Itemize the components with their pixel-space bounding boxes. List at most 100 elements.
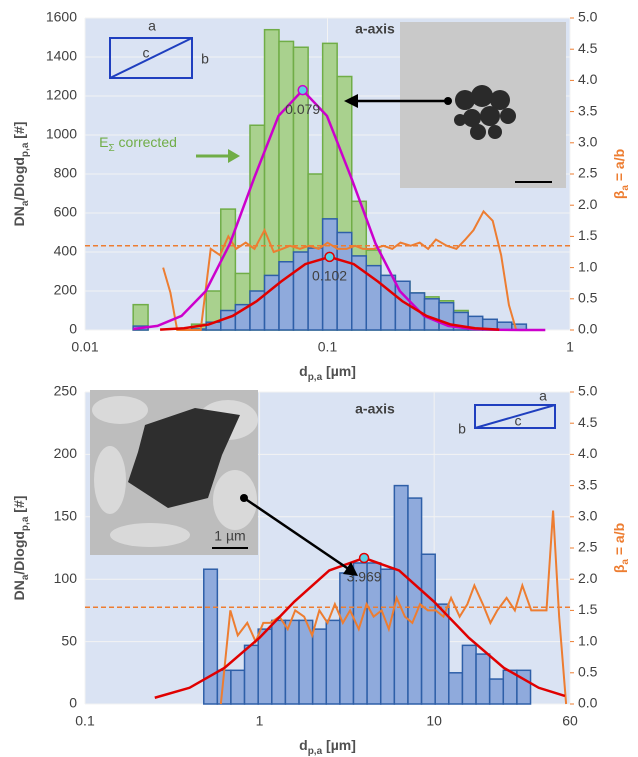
y-tick-label: 50 bbox=[61, 632, 77, 648]
y2-tick-label: 2.0 bbox=[578, 196, 598, 212]
bar bbox=[278, 261, 295, 331]
annotation: b bbox=[201, 51, 209, 67]
x-axis-title-part: p,a bbox=[308, 746, 323, 757]
x-tick-label: 1 bbox=[566, 339, 574, 355]
y2-tick-label: 0.0 bbox=[578, 321, 598, 337]
arrow-dot bbox=[240, 494, 248, 502]
x-tick-label: 10 bbox=[426, 713, 442, 729]
arrow-head bbox=[344, 94, 358, 108]
y2-tick-label: 5.0 bbox=[578, 383, 598, 399]
peak-marker bbox=[324, 251, 335, 263]
bar bbox=[325, 619, 341, 705]
bar bbox=[379, 568, 396, 705]
bar bbox=[203, 568, 219, 705]
annotation: a bbox=[539, 388, 547, 404]
shape-diagram bbox=[474, 404, 556, 429]
y-axis-title-part: a bbox=[20, 200, 31, 206]
y2-tick-label: 2.5 bbox=[578, 165, 598, 181]
y2-tick-label: 0.5 bbox=[578, 664, 598, 680]
y-tick-label: 0 bbox=[69, 695, 77, 711]
annotation: c bbox=[143, 45, 150, 61]
annotation-part: E bbox=[99, 134, 108, 150]
annotation: a bbox=[148, 18, 156, 34]
x-tick-label: 60 bbox=[562, 713, 578, 729]
y2-tick-label: 2.5 bbox=[578, 539, 598, 555]
y-axis-title-part: a bbox=[20, 574, 31, 580]
y-tick-label: 150 bbox=[54, 508, 78, 524]
y2-tick-label: 4.0 bbox=[578, 71, 598, 87]
bar bbox=[380, 274, 397, 331]
peak-marker bbox=[297, 84, 308, 96]
bar bbox=[393, 484, 409, 705]
y2-tick-label: 3.5 bbox=[578, 476, 598, 492]
x-tick-label: 0.1 bbox=[75, 713, 95, 729]
x-tick-label: 0.01 bbox=[71, 339, 98, 355]
bar bbox=[311, 628, 328, 705]
y-tick-label: 0 bbox=[69, 321, 77, 337]
x-tick-label: 0.1 bbox=[318, 339, 338, 355]
y2-axis-title-part: a bbox=[620, 559, 631, 565]
x-axis-title-part: d bbox=[299, 363, 308, 379]
y2-axis-title-part: β bbox=[611, 190, 627, 199]
y-tick-label: 1600 bbox=[46, 9, 77, 25]
y2-tick-label: 1.0 bbox=[578, 258, 598, 274]
bar bbox=[339, 572, 355, 705]
bar bbox=[448, 672, 464, 705]
bar bbox=[257, 628, 273, 705]
y2-tick-label: 3.5 bbox=[578, 102, 598, 118]
ratio-line bbox=[162, 209, 518, 331]
x-axis-title: dp,a [µm] bbox=[299, 363, 356, 383]
bar bbox=[461, 644, 477, 705]
x-axis-title-part: [µm] bbox=[322, 737, 356, 753]
x-tick-label: 1 bbox=[256, 713, 264, 729]
y-axis-title-part: [#] bbox=[11, 496, 27, 517]
particles bbox=[454, 85, 516, 140]
shape-diagram bbox=[109, 37, 193, 79]
arrow-head bbox=[343, 562, 358, 576]
y2-tick-label: 1.0 bbox=[578, 632, 598, 648]
bar bbox=[516, 669, 532, 705]
bar bbox=[271, 619, 287, 705]
y-tick-label: 100 bbox=[54, 570, 78, 586]
shape-diagonal bbox=[474, 404, 556, 429]
y2-tick-label: 0.0 bbox=[578, 695, 598, 711]
ratio-line bbox=[219, 510, 568, 705]
y2-tick-label: 4.5 bbox=[578, 40, 598, 56]
annotation-part: Σ bbox=[108, 143, 114, 154]
y-axis-title-part: p,a bbox=[20, 142, 31, 157]
y2-tick-label: 3.0 bbox=[578, 508, 598, 524]
bar bbox=[488, 678, 505, 705]
y2-tick-label: 3.0 bbox=[578, 134, 598, 150]
y2-axis-title: βa = a/b bbox=[611, 523, 631, 573]
y-tick-label: 1000 bbox=[46, 126, 77, 142]
y2-axis-title-part: = a/b bbox=[611, 149, 627, 185]
arrow bbox=[243, 496, 351, 572]
x-axis-title-part: d bbox=[299, 737, 308, 753]
annotation: a-axis bbox=[355, 21, 395, 37]
y-axis-title-part: p,a bbox=[20, 516, 31, 531]
annotation: b bbox=[458, 421, 466, 437]
bar bbox=[243, 644, 259, 705]
y-tick-label: 200 bbox=[54, 282, 78, 298]
y-axis-title-part: /Dlogd bbox=[11, 531, 27, 575]
y2-tick-label: 5.0 bbox=[578, 9, 598, 25]
y2-tick-label: 2.0 bbox=[578, 570, 598, 586]
bar bbox=[284, 619, 300, 705]
y2-tick-label: 1.5 bbox=[578, 601, 598, 617]
y-tick-label: 250 bbox=[54, 383, 78, 399]
y2-tick-label: 4.0 bbox=[578, 445, 598, 461]
y-axis-title-part: /Dlogd bbox=[11, 157, 27, 201]
bar bbox=[475, 653, 491, 705]
bar bbox=[434, 603, 450, 705]
y-tick-label: 400 bbox=[54, 243, 78, 259]
y2-axis-title-part: β bbox=[611, 564, 627, 573]
y-tick-label: 200 bbox=[54, 445, 78, 461]
x-axis-title-part: [µm] bbox=[322, 363, 356, 379]
bar bbox=[407, 497, 423, 705]
y2-axis-title-part: = a/b bbox=[611, 523, 627, 559]
bar bbox=[420, 553, 436, 705]
y-axis-title: DNa/Dlogdp,a [#] bbox=[11, 122, 31, 227]
y2-tick-label: 0.5 bbox=[578, 290, 598, 306]
shape-diagonal bbox=[109, 37, 193, 79]
